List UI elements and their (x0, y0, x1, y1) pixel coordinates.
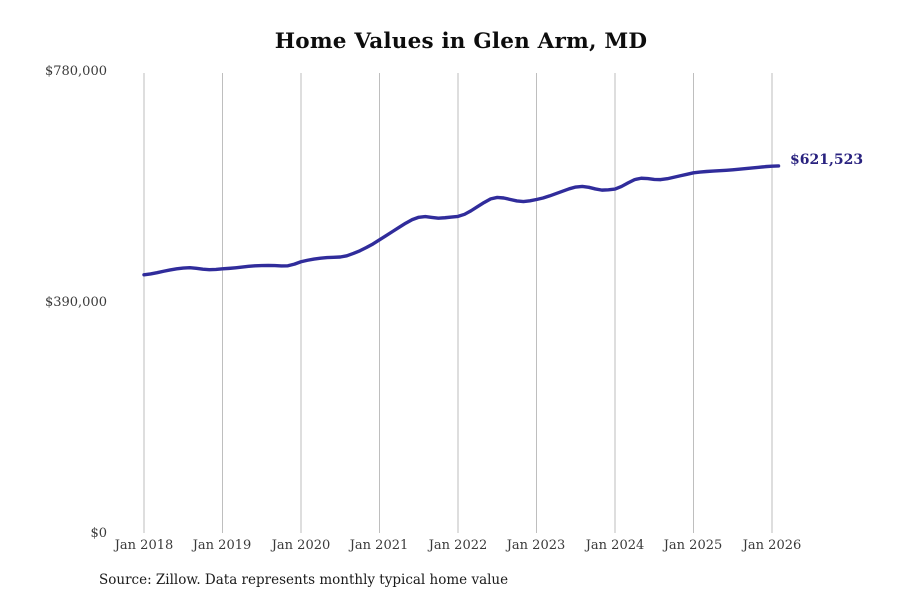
x-axis-tick-label: Jan 2019 (192, 538, 252, 553)
latest-value-label: $621,523 (790, 152, 864, 168)
x-axis-tick-label: Jan 2026 (742, 538, 802, 553)
x-axis-tick-label: Jan 2022 (428, 538, 488, 553)
y-axis-tick-label: $780,000 (44, 64, 107, 79)
x-axis-tick-label: Jan 2024 (585, 538, 645, 553)
x-axis-tick-label: Jan 2021 (349, 538, 409, 553)
source-note: Source: Zillow. Data represents monthly … (99, 572, 509, 588)
x-axis-tick-label: Jan 2023 (506, 538, 566, 553)
chart-title: Home Values in Glen Arm, MD (274, 29, 648, 54)
x-axis-tick-label: Jan 2020 (271, 538, 331, 553)
x-axis-tick-label: Jan 2018 (114, 538, 174, 553)
y-axis-tick-label: $0 (90, 526, 107, 541)
x-axis-tick-label: Jan 2025 (663, 538, 723, 553)
home-value-line (142, 164, 781, 277)
y-axis-tick-label: $390,000 (44, 295, 107, 310)
